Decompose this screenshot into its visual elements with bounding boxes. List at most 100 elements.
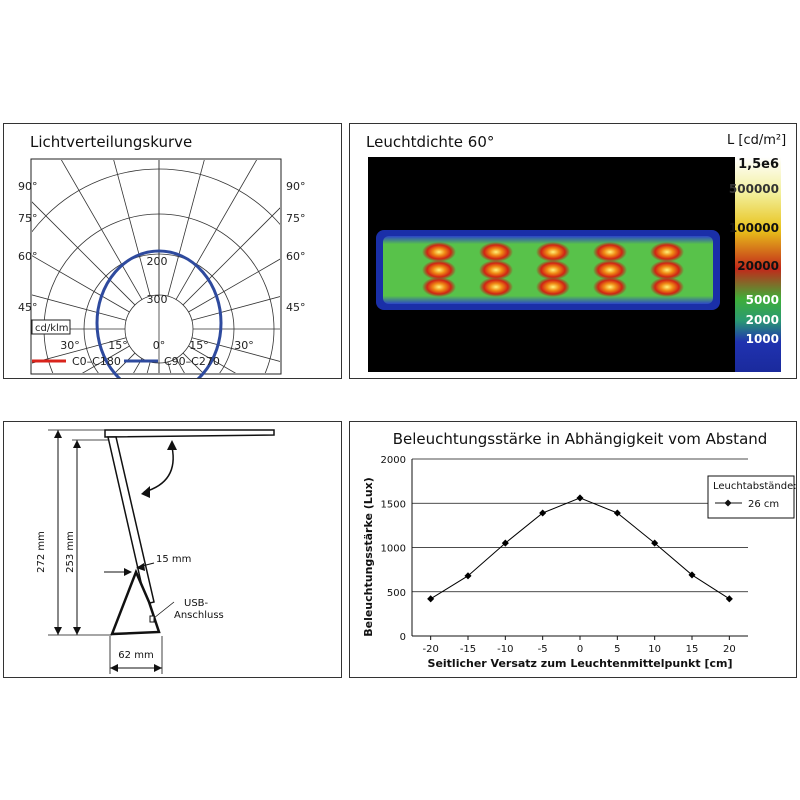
chart-legend-box bbox=[707, 475, 795, 519]
dim-62-arrow-right bbox=[154, 664, 162, 672]
data-point-15 bbox=[688, 571, 696, 579]
ytick-label-2000: 2000 bbox=[381, 455, 406, 466]
dim-15-arrow-right bbox=[136, 563, 145, 571]
scale-label-4: 5000 bbox=[746, 293, 779, 307]
dim-253-arrow-bottom bbox=[73, 627, 81, 635]
usb-callout-line bbox=[153, 601, 175, 619]
angle-left-90: 90° bbox=[18, 180, 38, 193]
hotspot-3-0 bbox=[593, 242, 627, 262]
unit-label: cd/klm bbox=[35, 323, 69, 334]
angle-bottom-15-left: 15° bbox=[108, 339, 128, 352]
xtick-label--10: -10 bbox=[497, 644, 513, 655]
light-distribution-panel: Lichtverteilungskurve cd/klm 90° 75° 60°… bbox=[3, 123, 342, 379]
polar-frame bbox=[30, 158, 282, 375]
xtick-label--20: -20 bbox=[422, 644, 438, 655]
luminance-image: 1,5e6 500000 100000 20000 5000 2000 1000 bbox=[368, 157, 781, 372]
ytick-label-500: 500 bbox=[387, 588, 406, 599]
legend-c90-label: C90–C270 bbox=[164, 355, 220, 368]
angle-right-75: 75° bbox=[286, 212, 306, 225]
ytick-label-1000: 1000 bbox=[381, 544, 406, 555]
data-point--20 bbox=[427, 595, 435, 603]
hotspot-2-0 bbox=[536, 242, 570, 262]
dim-62-arrow-left bbox=[110, 664, 118, 672]
dim-253-arrow-top bbox=[73, 440, 81, 448]
chart-legend-series-name: 26 cm bbox=[748, 499, 779, 510]
polar-spoke-75 bbox=[191, 296, 280, 321]
hotspot-4-2 bbox=[650, 277, 684, 297]
scale-label-5: 2000 bbox=[746, 313, 779, 327]
angle-right-60: 60° bbox=[286, 250, 306, 263]
hotspot-2-1 bbox=[536, 260, 570, 280]
hotspot-0-0 bbox=[422, 242, 456, 262]
hotspot-1-2 bbox=[479, 277, 513, 297]
scale-bar bbox=[735, 157, 781, 372]
hotspot-0-1 bbox=[422, 260, 456, 280]
angle-bottom-15-right: 15° bbox=[189, 339, 209, 352]
angle-right-90: 90° bbox=[286, 180, 306, 193]
xtick-label-10: 10 bbox=[648, 644, 661, 655]
polar-spoke--60 bbox=[32, 255, 130, 313]
xtick-label-5: 5 bbox=[614, 644, 620, 655]
polar-spoke-lower-120 bbox=[188, 345, 237, 373]
chart-title: Beleuchtungsstärke in Abhängigkeit vom A… bbox=[393, 430, 768, 448]
xtick-label-15: 15 bbox=[686, 644, 699, 655]
luminance-unit: L [cd/m²] bbox=[727, 133, 787, 148]
dim-15-arrow-left bbox=[124, 568, 132, 576]
angle-bottom-0: 0° bbox=[153, 339, 166, 352]
lamp-base bbox=[110, 568, 161, 636]
radial-label-200: 200 bbox=[147, 255, 168, 268]
dim-272-arrow-top bbox=[54, 430, 62, 438]
hotspot-2-2 bbox=[536, 277, 570, 297]
polar-spoke--30 bbox=[60, 160, 143, 300]
scale-label-3: 20000 bbox=[737, 259, 779, 273]
angle-left-45: 45° bbox=[18, 301, 38, 314]
ytick-label-0: 0 bbox=[400, 632, 406, 643]
illuminance-panel: Beleuchtungsstärke in Abhängigkeit vom A… bbox=[349, 421, 797, 678]
chart-grid bbox=[411, 458, 748, 637]
polar-spoke--45 bbox=[32, 201, 136, 306]
dim-272-arrow-bottom bbox=[54, 627, 62, 635]
luminance-hotspots bbox=[422, 242, 684, 297]
polar-spoke-45 bbox=[182, 207, 280, 306]
data-point-0 bbox=[576, 494, 584, 502]
unit-box bbox=[31, 319, 71, 335]
polar-spoke-lower--105 bbox=[32, 337, 127, 364]
scale-label-1: 500000 bbox=[729, 182, 779, 196]
luminance-title: Leuchtdichte 60° bbox=[366, 133, 495, 151]
hotspot-4-0 bbox=[650, 242, 684, 262]
polar-spoke--15 bbox=[113, 160, 151, 297]
angle-right-45: 45° bbox=[286, 301, 306, 314]
polar-spoke-lower--120 bbox=[81, 345, 130, 373]
xtick-label--15: -15 bbox=[460, 644, 476, 655]
luminance-panel: Leuchtdichte 60° L [cd/m²] 1,5e6 500000 10… bbox=[349, 123, 797, 379]
c90-c270-curve bbox=[95, 249, 223, 378]
polar-diagram: cd/klm 90° 75° 60° 45° 90° 75° 60° 45° 3… bbox=[18, 158, 306, 378]
chart-series bbox=[427, 494, 733, 603]
lamp-drawing: 272 mm 253 mm 15 mm USB- Anschluss 62 mm bbox=[36, 429, 275, 674]
data-point--15 bbox=[464, 572, 472, 580]
xtick-label--5: -5 bbox=[538, 644, 548, 655]
dim-253-label: 253 mm bbox=[65, 531, 76, 573]
polar-spoke-15 bbox=[167, 160, 205, 297]
angle-left-75: 75° bbox=[18, 212, 38, 225]
lamp-dimensions-panel: 272 mm 253 mm 15 mm USB- Anschluss 62 mm bbox=[3, 421, 342, 678]
illuminance-chart: Beleuchtungsstärke in Abhängigkeit vom A… bbox=[362, 430, 796, 670]
chart-legend-title: Leuchtabstände: bbox=[713, 481, 796, 492]
radial-label-300: 300 bbox=[147, 293, 168, 306]
hotspot-4-1 bbox=[650, 260, 684, 280]
hotspot-3-1 bbox=[593, 260, 627, 280]
usb-label-2: Anschluss bbox=[174, 610, 224, 621]
scale-label-2: 100000 bbox=[729, 221, 779, 235]
hotspot-1-1 bbox=[479, 260, 513, 280]
series-line-0 bbox=[430, 497, 730, 600]
xtick-label-20: 20 bbox=[723, 644, 736, 655]
angle-left-60: 60° bbox=[18, 250, 38, 263]
polar-spoke--75 bbox=[32, 294, 127, 321]
dim-272-label: 272 mm bbox=[36, 531, 47, 573]
usb-port bbox=[149, 615, 155, 623]
chart-ylabel: Beleuchtungsstärke (Lux) bbox=[362, 477, 375, 637]
scale-label-6: 1000 bbox=[746, 332, 779, 346]
usb-label-1: USB- bbox=[184, 598, 209, 609]
lamp-arm bbox=[107, 436, 155, 605]
legend-c0-label: C0–C180 bbox=[72, 355, 121, 368]
